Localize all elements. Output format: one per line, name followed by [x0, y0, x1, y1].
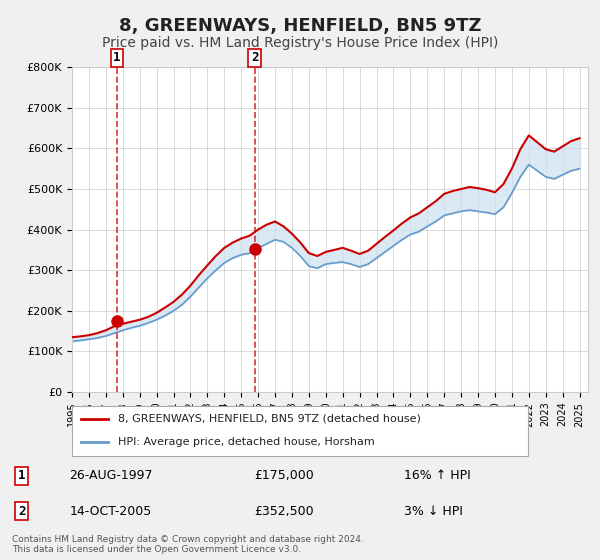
Text: 26-AUG-1997: 26-AUG-1997 [70, 469, 153, 482]
Text: £175,000: £175,000 [254, 469, 314, 482]
Text: 14-OCT-2005: 14-OCT-2005 [70, 505, 152, 517]
Text: £352,500: £352,500 [254, 505, 314, 517]
Text: 1: 1 [113, 52, 121, 64]
Text: HPI: Average price, detached house, Horsham: HPI: Average price, detached house, Hors… [118, 437, 374, 447]
Text: 8, GREENWAYS, HENFIELD, BN5 9TZ: 8, GREENWAYS, HENFIELD, BN5 9TZ [119, 17, 481, 35]
Text: 1: 1 [18, 469, 25, 482]
Text: Contains HM Land Registry data © Crown copyright and database right 2024.
This d: Contains HM Land Registry data © Crown c… [12, 535, 364, 554]
Text: 8, GREENWAYS, HENFIELD, BN5 9TZ (detached house): 8, GREENWAYS, HENFIELD, BN5 9TZ (detache… [118, 414, 421, 423]
Text: 2: 2 [251, 52, 258, 64]
Text: Price paid vs. HM Land Registry's House Price Index (HPI): Price paid vs. HM Land Registry's House … [102, 36, 498, 50]
Text: 16% ↑ HPI: 16% ↑ HPI [404, 469, 470, 482]
Text: 2: 2 [18, 505, 25, 517]
Text: 3% ↓ HPI: 3% ↓ HPI [404, 505, 463, 517]
